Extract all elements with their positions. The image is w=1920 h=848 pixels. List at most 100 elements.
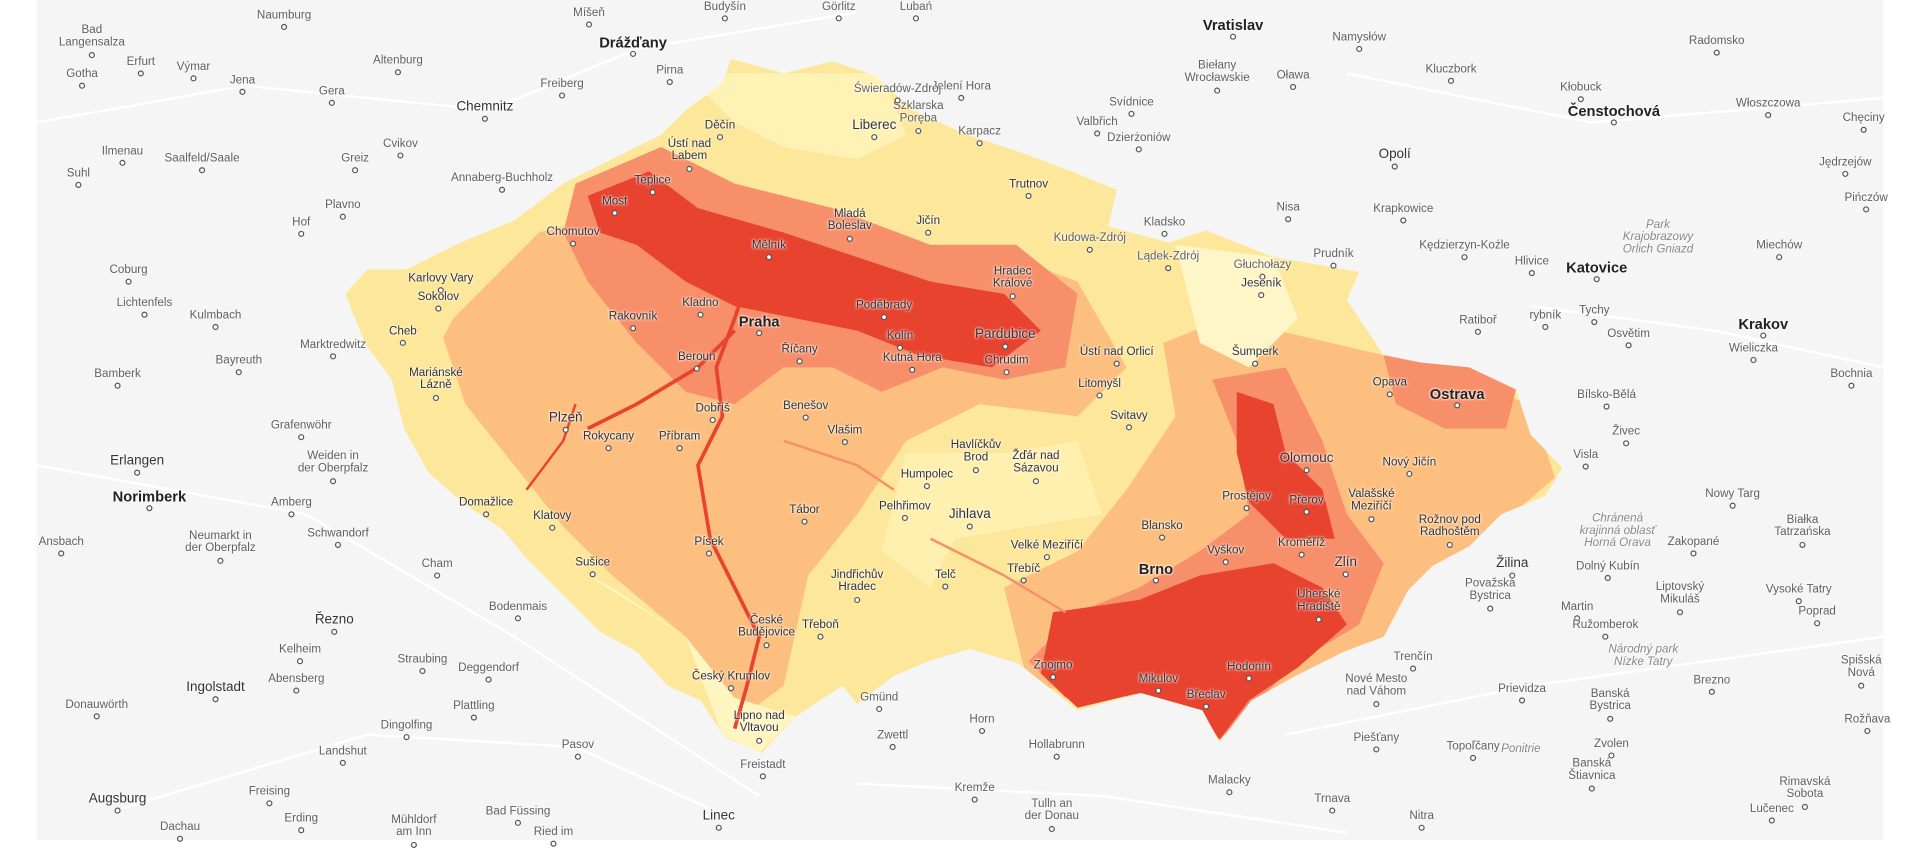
city-label[interactable]: Miechów — [1756, 238, 1803, 253]
city-label[interactable]: Ilmenau — [101, 144, 144, 158]
city-label[interactable]: Włoszczowa — [1735, 96, 1801, 111]
city-label-czech[interactable]: Chomutov — [546, 225, 600, 239]
city-label[interactable]: Ružomberok — [1572, 618, 1639, 632]
city-label-czech[interactable]: Beroun — [677, 350, 716, 364]
city-label[interactable]: Kelheim — [278, 642, 322, 657]
city-label-czech[interactable]: Valašské Meziříčí — [1348, 487, 1395, 514]
city-label-czech[interactable]: Litomyšl — [1078, 377, 1121, 391]
city-label-czech[interactable]: České Budějovice — [738, 613, 795, 640]
city-label-czech[interactable]: Vyškov — [1207, 543, 1245, 558]
city-label[interactable]: Namysłów — [1332, 30, 1387, 45]
city-label-czech[interactable]: Šumperk — [1231, 345, 1279, 359]
city-label-czech[interactable]: Telč — [934, 568, 956, 582]
city-label-czech[interactable]: Kutná Hora — [882, 351, 942, 365]
city-label[interactable]: Banská Štiavnica — [1568, 756, 1616, 783]
city-label[interactable]: Prudník — [1313, 247, 1354, 261]
city-label-czech[interactable]: Zlín — [1334, 554, 1357, 570]
city-label-czech[interactable]: Sušice — [575, 555, 611, 570]
city-label[interactable]: Chemnitz — [456, 99, 514, 115]
city-label-czech[interactable]: Děčín — [704, 118, 736, 133]
city-label-czech[interactable]: Opava — [1372, 375, 1407, 390]
city-label[interactable]: Piešťany — [1353, 731, 1400, 745]
city-label-czech[interactable]: Teplice — [634, 173, 671, 188]
city-label-czech[interactable]: Jičín — [916, 214, 941, 228]
city-label[interactable]: Visla — [1573, 448, 1599, 462]
city-label[interactable]: Freiberg — [540, 77, 584, 91]
city-label[interactable]: Biełany Wrocławskie — [1184, 58, 1250, 85]
city-label[interactable]: Nisa — [1276, 200, 1300, 215]
city-label[interactable]: Norimberk — [112, 488, 187, 506]
city-label-czech[interactable]: Třebíč — [1007, 562, 1041, 576]
city-label[interactable]: Deggendorf — [458, 661, 519, 675]
city-label[interactable]: Nové Mesto nad Váhom — [1345, 672, 1408, 698]
city-label[interactable]: Bochnia — [1830, 367, 1873, 381]
city-label[interactable]: Weiden in der Oberpfalz — [297, 449, 369, 476]
city-label-czech[interactable]: Jeseník — [1241, 276, 1282, 291]
city-label[interactable]: Banská Bystrica — [1589, 686, 1631, 713]
city-label-czech[interactable]: Mladá Boleslav — [827, 206, 872, 233]
city-label[interactable]: Tulln an der Donau — [1024, 797, 1080, 823]
city-label[interactable]: Kremže — [954, 781, 995, 795]
city-label-czech[interactable]: Domažlice — [458, 495, 514, 510]
city-label[interactable]: Głuchołazy — [1233, 258, 1292, 272]
city-label[interactable]: Kulmbach — [189, 308, 242, 323]
city-label[interactable]: Bamberk — [94, 367, 141, 381]
city-label[interactable]: Mühldorf am Inn — [391, 813, 437, 839]
city-label[interactable]: Tychy — [1579, 303, 1610, 318]
city-label[interactable]: Plavno — [325, 198, 361, 212]
city-label[interactable]: Krapkowice — [1373, 202, 1434, 216]
city-label[interactable]: Poprad — [1798, 604, 1836, 619]
city-label[interactable]: Řezno — [314, 612, 354, 628]
city-label[interactable]: Gmünd — [860, 690, 899, 705]
city-label-czech[interactable]: Praha — [738, 313, 780, 331]
city-label[interactable]: Spišská Nová — [1840, 653, 1882, 680]
city-label[interactable]: Chránená krajinná oblasť Horná Orava — [1579, 511, 1656, 550]
city-label-czech[interactable]: Karlovy Vary — [408, 271, 474, 286]
city-label[interactable]: Donauwörth — [65, 697, 129, 712]
city-label[interactable]: Považská Bystrica — [1464, 576, 1516, 603]
city-label[interactable]: Dolný Kubín — [1576, 559, 1640, 574]
city-label[interactable]: Abensberg — [268, 672, 325, 686]
city-label[interactable]: Bílsko-Bělá — [1577, 388, 1636, 402]
city-label-czech[interactable]: Mělník — [751, 238, 787, 253]
city-label[interactable]: Bodenmais — [488, 600, 548, 614]
city-label[interactable]: Gera — [318, 84, 345, 98]
city-label-czech[interactable]: Rokycany — [583, 429, 635, 444]
city-label[interactable]: Straubing — [397, 652, 448, 667]
city-label[interactable]: Lądek-Zdrój — [1137, 249, 1200, 264]
city-label[interactable]: rybník — [1529, 308, 1562, 323]
city-label[interactable]: Hollabrunn — [1028, 738, 1085, 752]
city-label[interactable]: Szklarska Poręba — [893, 99, 944, 125]
city-label[interactable]: Ingolstadt — [186, 679, 245, 695]
city-label[interactable]: Trenčín — [1393, 650, 1433, 664]
city-label[interactable]: Brezno — [1693, 673, 1731, 687]
city-label-czech[interactable]: Vlašim — [827, 423, 863, 438]
city-label-czech[interactable]: Lipno nad Vltavou — [733, 709, 785, 735]
city-label-czech[interactable]: Písek — [694, 535, 724, 549]
city-label[interactable]: Freistadt — [740, 757, 786, 772]
city-label[interactable]: Augsburg — [88, 791, 147, 806]
city-label-czech[interactable]: Liberec — [852, 117, 897, 133]
city-label[interactable]: Freising — [248, 784, 291, 799]
city-label[interactable]: Erfurt — [126, 55, 156, 69]
city-label[interactable]: Kudowa-Zdrój — [1053, 231, 1127, 245]
city-label[interactable]: Hof — [292, 215, 311, 229]
city-label-czech[interactable]: Třeboň — [801, 618, 839, 632]
city-label-czech[interactable]: Český Krumlov — [691, 669, 771, 684]
city-label[interactable]: Kłobuck — [1560, 80, 1602, 95]
city-label[interactable]: Greiz — [341, 151, 370, 166]
city-label-czech[interactable]: Ústí nad Orlicí — [1079, 345, 1154, 359]
city-label[interactable]: Svídnice — [1109, 95, 1154, 109]
city-label-czech[interactable]: Jihlava — [948, 507, 991, 522]
city-label[interactable]: Žilina — [1496, 556, 1529, 571]
city-label[interactable]: Plattling — [453, 699, 495, 713]
city-label[interactable]: Horn — [969, 712, 995, 727]
city-label-czech[interactable]: Přerov — [1289, 493, 1324, 507]
city-label[interactable]: Jędrzejów — [1819, 155, 1872, 169]
city-label-czech[interactable]: Pelhřimov — [879, 499, 931, 514]
city-label[interactable]: Jena — [229, 73, 256, 87]
city-label[interactable]: Naumburg — [256, 8, 312, 23]
city-label[interactable]: Kladsko — [1143, 215, 1186, 229]
city-label[interactable]: Malacky — [1208, 773, 1251, 788]
city-label-czech[interactable]: Mariánské Lázně — [409, 366, 463, 392]
